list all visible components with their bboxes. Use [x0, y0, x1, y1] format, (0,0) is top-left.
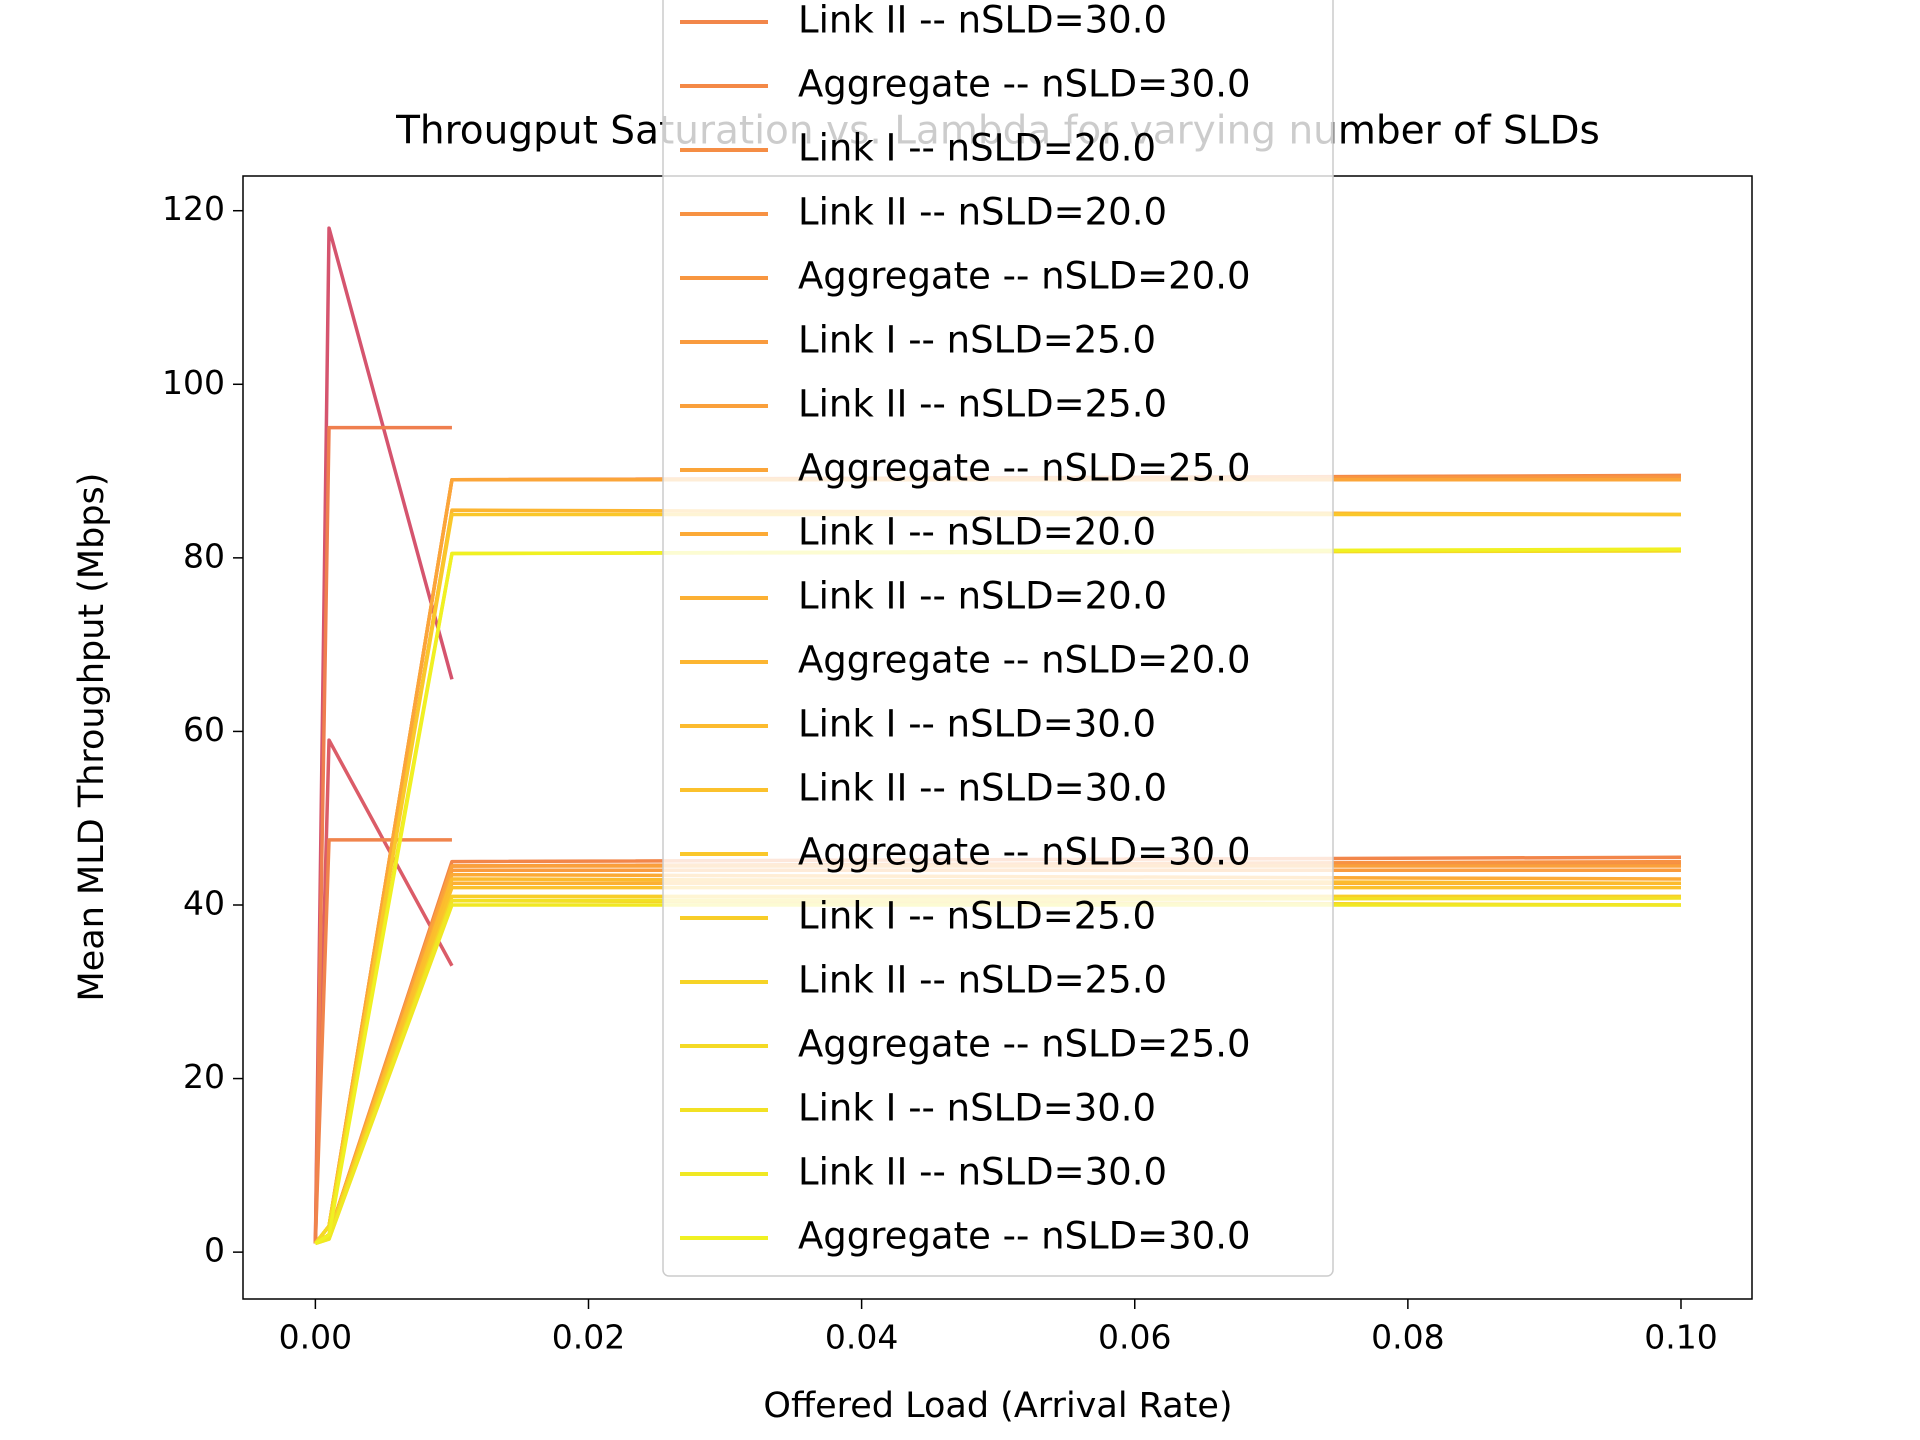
legend-label: Link II -- nSLD=30.0 [798, 1151, 1167, 1194]
y-tick-label: 60 [183, 710, 225, 749]
y-tick-label: 20 [183, 1057, 225, 1096]
legend: Link II -- nSLD=30.0 Aggregate -- nSLD=30… [662, 0, 1334, 1277]
x-tick-label: 0.04 [825, 1318, 898, 1357]
legend-label: Aggregate -- nSLD=30.0 [798, 63, 1251, 106]
legend-label: Link II -- nSLD=20.0 [798, 191, 1167, 234]
legend-label: Link I -- nSLD=30.0 [798, 1087, 1156, 1130]
series-line [313, 838, 452, 1244]
legend-label: Link II -- nSLD=25.0 [798, 383, 1167, 426]
legend-label: Link I -- nSLD=25.0 [798, 895, 1156, 938]
legend-label: Link I -- nSLD=25.0 [798, 319, 1156, 362]
x-tick-label: 0.06 [1098, 1318, 1171, 1357]
legend-label: Link II -- nSLD=30.0 [798, 767, 1167, 810]
legend-label: Aggregate -- nSLD=20.0 [798, 255, 1251, 298]
legend-label: Aggregate -- nSLD=30.0 [798, 831, 1251, 874]
legend-label: Link I -- nSLD=20.0 [798, 127, 1156, 170]
legend-label: Aggregate -- nSLD=25.0 [798, 1023, 1251, 1066]
x-tick-label: 0.00 [279, 1318, 352, 1357]
legend-label: Link I -- nSLD=20.0 [798, 511, 1156, 554]
legend-label: Link II -- nSLD=25.0 [798, 959, 1167, 1002]
legend-label: Link II -- nSLD=30.0 [798, 0, 1167, 42]
y-tick-label: 80 [183, 536, 225, 575]
x-tick-label: 0.02 [552, 1318, 625, 1357]
legend-label: Link I -- nSLD=30.0 [798, 703, 1156, 746]
legend-label: Aggregate -- nSLD=30.0 [798, 1215, 1251, 1258]
legend-label: Aggregate -- nSLD=25.0 [798, 447, 1251, 490]
series-line [313, 425, 452, 1244]
legend-box [662, 0, 1334, 1277]
x-tick-label: 0.08 [1371, 1318, 1444, 1357]
y-tick-label: 0 [204, 1231, 225, 1270]
legend-label: Link II -- nSLD=20.0 [798, 575, 1167, 618]
y-tick-label: 40 [183, 883, 225, 922]
y-tick-label: 100 [162, 363, 225, 402]
y-axis-label: Mean MLD Throughput (Mbps) [72, 473, 112, 1002]
y-tick-label: 120 [162, 189, 225, 228]
legend-label: Aggregate -- nSLD=20.0 [798, 639, 1251, 682]
x-axis-label: Offered Load (Arrival Rate) [763, 1386, 1232, 1426]
x-tick-label: 0.10 [1644, 1318, 1717, 1357]
